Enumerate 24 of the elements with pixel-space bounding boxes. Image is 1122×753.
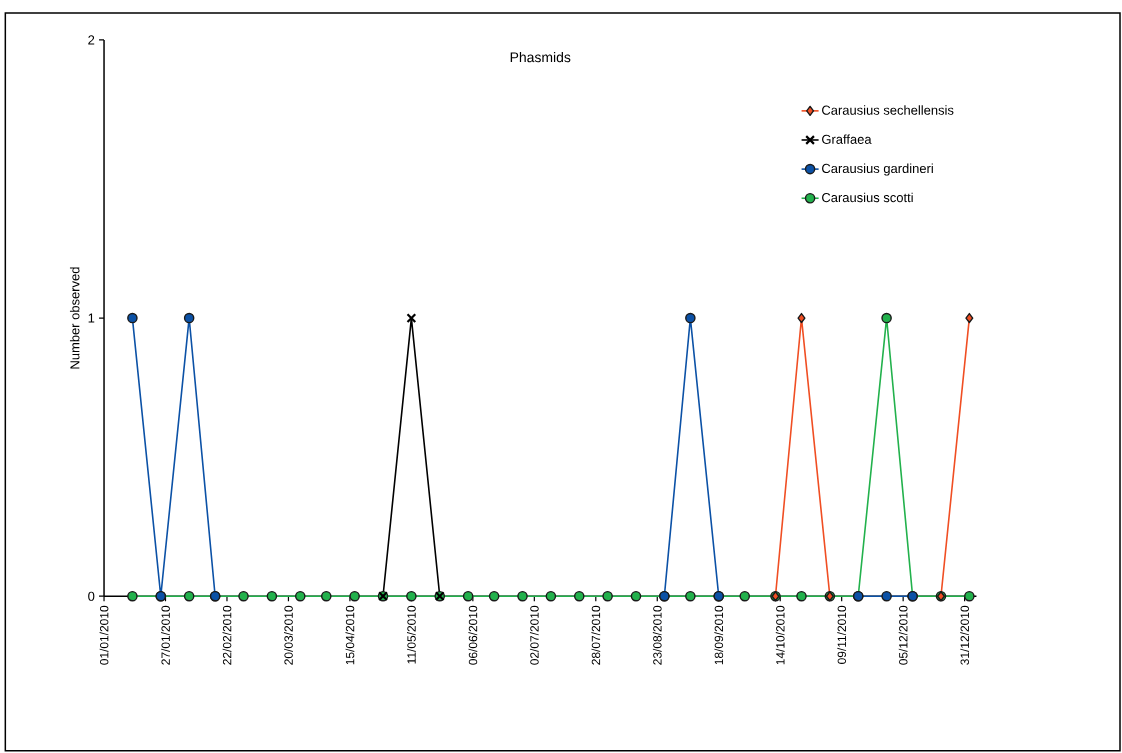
x-tick-label: 22/02/2010: [222, 605, 232, 665]
y-tick-label: 0: [88, 591, 95, 601]
legend-label: Graffaea: [822, 134, 872, 145]
y-tick-label: 2: [88, 35, 95, 45]
x-tick-label: 18/09/2010: [714, 605, 724, 665]
x-tick-label: 20/03/2010: [284, 605, 293, 665]
x-tick-label: 27/01/2010: [161, 605, 170, 665]
x-tick-label: 01/01/2010: [99, 605, 109, 665]
x-tick-label: 05/12/2010: [898, 605, 908, 665]
x-tick-label: 28/07/2010: [591, 605, 601, 665]
x-tick-label: 14/10/2010: [775, 605, 785, 665]
x-tick-label: 09/11/2010: [837, 605, 847, 665]
y-axis-title: Number observed: [69, 267, 80, 369]
y-tick-label: 1: [88, 313, 95, 323]
x-tick-label: 06/06/2010: [468, 605, 478, 665]
x-tick-label: 15/04/2010: [345, 605, 355, 665]
legend-label: Carausius gardineri: [822, 163, 933, 176]
x-tick-label: 11/05/2010: [407, 605, 416, 664]
legend-label: Carausius sechellensis: [822, 105, 954, 115]
legend-label: Carausius scotti: [822, 192, 913, 203]
x-tick-label: 02/07/2010: [529, 605, 539, 665]
x-tick-label: 31/12/2010: [960, 605, 969, 665]
text: Phasmids: [510, 52, 571, 63]
x-tick-label: 23/08/2010: [652, 605, 662, 665]
